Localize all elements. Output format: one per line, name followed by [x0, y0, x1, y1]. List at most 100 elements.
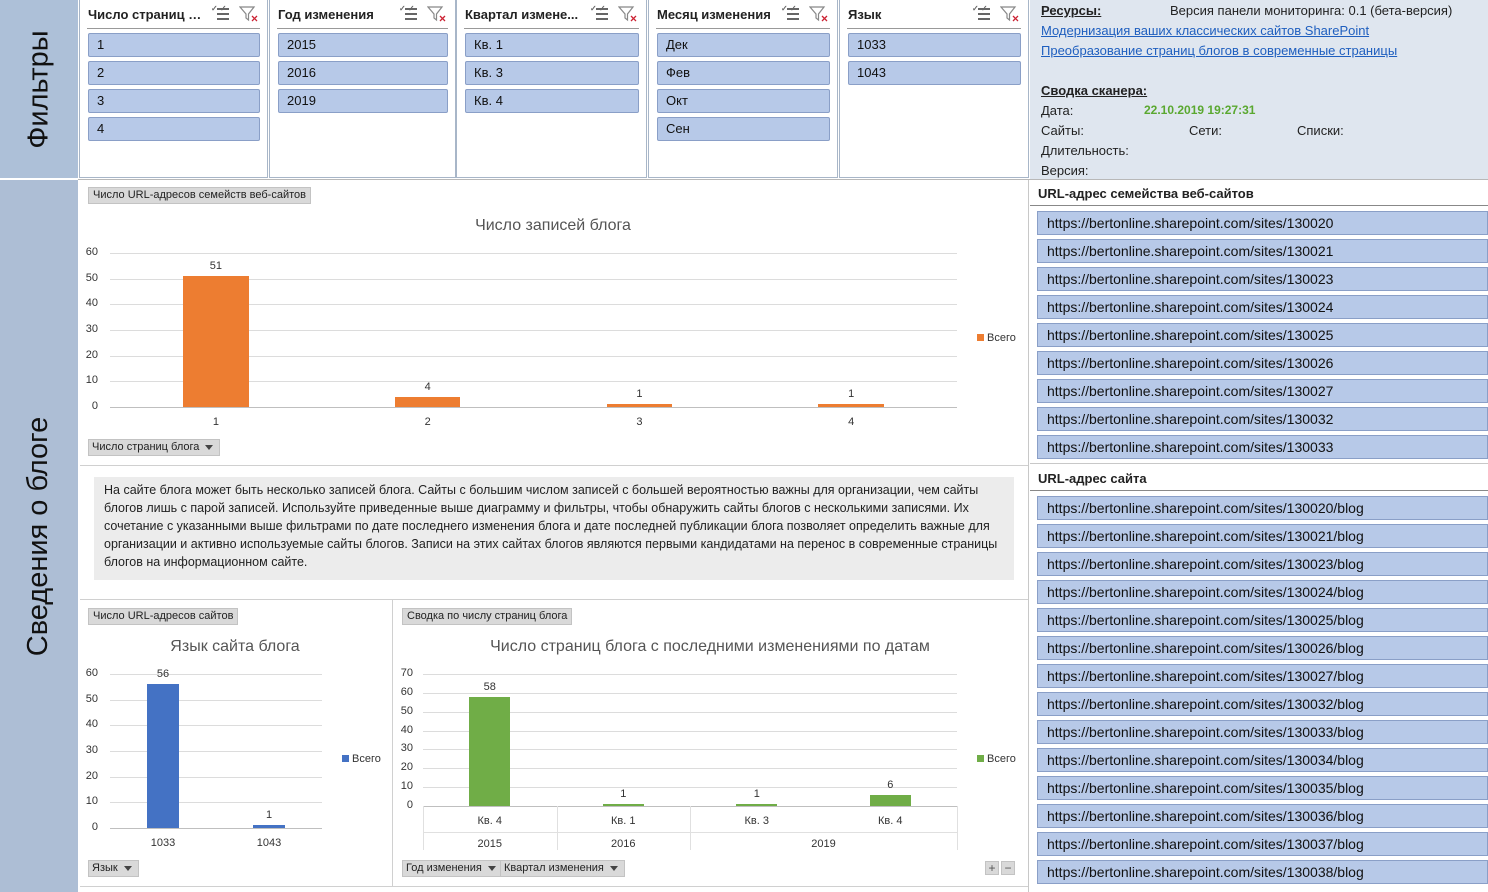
blog-pages-field-button[interactable]: Число страниц блога — [88, 439, 221, 456]
slicer-1: Число страниц бл... ✓ ✓ 1 2 3 4 — [79, 0, 268, 178]
slicer-item[interactable]: 1043 — [848, 61, 1021, 85]
bar[interactable] — [183, 276, 249, 407]
site-url-item[interactable]: https://bertonline.sharepoint.com/sites/… — [1037, 496, 1488, 520]
slicer-item[interactable]: Кв. 1 — [465, 33, 639, 57]
collapse-minus-icon[interactable]: − — [1001, 861, 1015, 875]
expand-plus-icon[interactable]: + — [985, 861, 999, 875]
multi-select-icon[interactable]: ✓ ✓ — [399, 5, 421, 23]
clear-filter-icon[interactable] — [808, 5, 831, 23]
site-collection-url-item[interactable]: https://bertonline.sharepoint.com/sites/… — [1037, 379, 1488, 403]
slicer-item[interactable]: 2 — [88, 61, 260, 85]
bar[interactable] — [146, 684, 180, 828]
y-tick-label: 30 — [400, 742, 413, 755]
multi-select-icon[interactable]: ✓ ✓ — [211, 5, 233, 23]
slicer-item[interactable]: Окт — [657, 89, 830, 113]
chart2-tag: Число URL-адресов сайтов — [88, 608, 239, 625]
panel-separator — [1030, 463, 1488, 464]
bar[interactable] — [602, 804, 644, 806]
multi-select-icon[interactable]: ✓ ✓ — [590, 5, 612, 23]
y-tick-label: 0 — [406, 799, 413, 811]
site-url-item[interactable]: https://bertonline.sharepoint.com/sites/… — [1037, 804, 1488, 828]
site-collection-url-item[interactable]: https://bertonline.sharepoint.com/sites/… — [1037, 351, 1488, 375]
charts-split-line — [392, 600, 393, 886]
legend-swatch — [977, 755, 984, 762]
bar[interactable] — [606, 404, 673, 407]
slicer-item[interactable]: Сен — [657, 117, 830, 141]
slicer-item[interactable]: 2019 — [278, 89, 448, 113]
site-collection-url-item[interactable]: https://bertonline.sharepoint.com/sites/… — [1037, 407, 1488, 431]
slicer-item[interactable]: Кв. 3 — [465, 61, 639, 85]
slicer-title: Число страниц бл... — [88, 6, 205, 22]
gridline — [110, 699, 322, 701]
slicer-item[interactable]: 1 — [88, 33, 260, 57]
gridline — [423, 730, 957, 732]
bar[interactable] — [869, 794, 911, 806]
site-collection-url-item[interactable]: https://bertonline.sharepoint.com/sites/… — [1037, 211, 1488, 235]
site-collection-url-item[interactable]: https://bertonline.sharepoint.com/sites/… — [1037, 239, 1488, 263]
site-url-item[interactable]: https://bertonline.sharepoint.com/sites/… — [1037, 748, 1488, 772]
clear-filter-icon[interactable] — [238, 5, 261, 23]
chevron-down-icon — [487, 866, 496, 871]
site-url-item[interactable]: https://bertonline.sharepoint.com/sites/… — [1037, 608, 1488, 632]
site-url-item[interactable]: https://bertonline.sharepoint.com/sites/… — [1037, 776, 1488, 800]
x-tick-label: 2 — [424, 416, 431, 428]
slicer-divider — [656, 28, 830, 29]
site-url-item[interactable]: https://bertonline.sharepoint.com/sites/… — [1037, 720, 1488, 744]
site-url-item[interactable]: https://bertonline.sharepoint.com/sites/… — [1037, 832, 1488, 856]
bar[interactable] — [469, 696, 511, 806]
site-url-item[interactable]: https://bertonline.sharepoint.com/sites/… — [1037, 860, 1488, 884]
bar[interactable] — [736, 804, 778, 806]
x-tick-label: Кв. 4 — [878, 815, 903, 827]
site-collection-url-item[interactable]: https://bertonline.sharepoint.com/sites/… — [1037, 435, 1488, 459]
bar[interactable] — [394, 396, 461, 407]
x-group-label: 2016 — [611, 838, 636, 850]
slicer-5: Язык ✓ ✓ 1033 1043 — [839, 0, 1029, 178]
blog-transform-link[interactable]: Преобразование страниц блогов в современ… — [1041, 43, 1398, 58]
multi-select-icon[interactable]: ✓ ✓ — [781, 5, 803, 23]
language-field-button[interactable]: Язык — [88, 860, 139, 877]
x-tick-label: 3 — [636, 416, 643, 428]
site-url-item[interactable]: https://bertonline.sharepoint.com/sites/… — [1037, 552, 1488, 576]
scanner-date-value: 22.10.2019 19:27:31 — [1144, 103, 1256, 117]
site-url-item[interactable]: https://bertonline.sharepoint.com/sites/… — [1037, 580, 1488, 604]
slicer-divider — [464, 28, 639, 29]
site-url-item[interactable]: https://bertonline.sharepoint.com/sites/… — [1037, 636, 1488, 660]
slicer-item[interactable]: 3 — [88, 89, 260, 113]
slicer-item[interactable]: 2015 — [278, 33, 448, 57]
slicer-item[interactable]: 2016 — [278, 61, 448, 85]
slicer-item[interactable]: Фев — [657, 61, 830, 85]
chart3-tag: Сводка по числу страниц блога — [402, 608, 573, 625]
clear-filter-icon[interactable] — [617, 5, 640, 23]
site-collection-url-item[interactable]: https://bertonline.sharepoint.com/sites/… — [1037, 295, 1488, 319]
clear-filter-icon[interactable] — [426, 5, 449, 23]
axis-group-divider — [690, 806, 691, 850]
gridline — [110, 776, 322, 778]
bar[interactable] — [252, 825, 286, 828]
legend-item: Всего — [342, 753, 381, 765]
blog-info-band: Сведения о блоге — [0, 180, 78, 892]
slicer-title: Год изменения — [278, 6, 374, 22]
site-url-item[interactable]: https://bertonline.sharepoint.com/sites/… — [1037, 524, 1488, 548]
data-label: 1 — [753, 788, 760, 800]
slicer-item[interactable]: Дек — [657, 33, 830, 57]
quarter-field-button[interactable]: Квартал изменения — [500, 860, 625, 877]
gridline — [110, 802, 322, 804]
y-tick-label: 10 — [400, 780, 413, 793]
multi-select-icon[interactable]: ✓ ✓ — [972, 5, 994, 23]
site-collection-url-item[interactable]: https://bertonline.sharepoint.com/sites/… — [1037, 323, 1488, 347]
slicer-header: Год изменения ✓ ✓ — [270, 0, 455, 28]
clear-filter-icon[interactable] — [999, 5, 1022, 23]
year-field-button[interactable]: Год изменения — [402, 860, 503, 877]
slicer-item[interactable]: 1033 — [848, 33, 1021, 57]
site-url-item[interactable]: https://bertonline.sharepoint.com/sites/… — [1037, 692, 1488, 716]
right-divider — [1028, 180, 1029, 892]
modernize-sites-link[interactable]: Модернизация ваших классических сайтов S… — [1041, 23, 1370, 38]
site-collection-url-item[interactable]: https://bertonline.sharepoint.com/sites/… — [1037, 267, 1488, 291]
slicer-divider — [847, 28, 1021, 29]
slicer-item[interactable]: Кв. 4 — [465, 89, 639, 113]
site-url-item[interactable]: https://bertonline.sharepoint.com/sites/… — [1037, 664, 1488, 688]
scanner-duration-label: Длительность: — [1041, 143, 1129, 158]
bar[interactable] — [818, 404, 884, 407]
slicer-item[interactable]: 4 — [88, 117, 260, 141]
y-tick-label: 70 — [400, 667, 413, 679]
